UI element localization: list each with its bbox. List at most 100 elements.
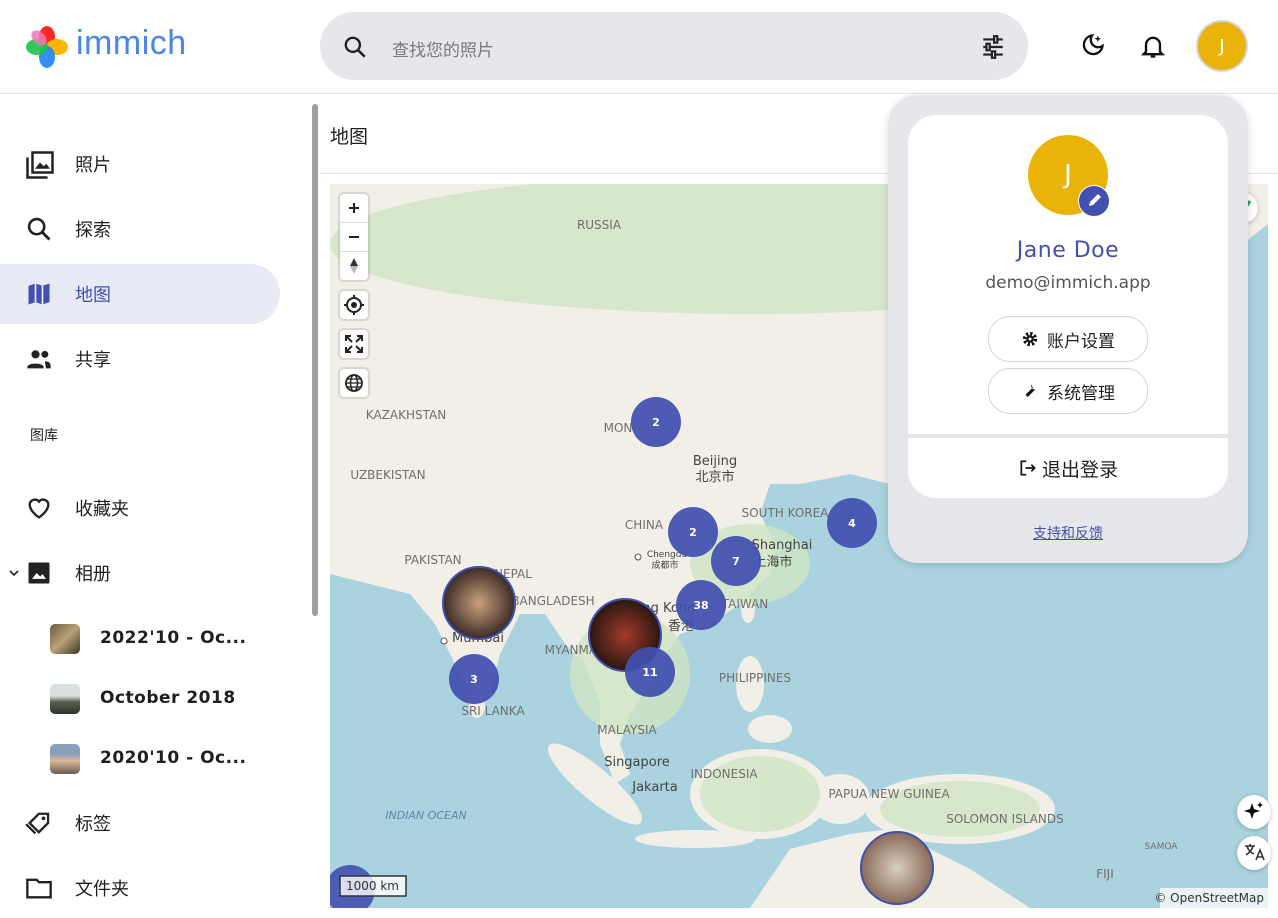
admin-settings[interactable]: 系统管理 bbox=[988, 368, 1148, 414]
scale-bar bbox=[339, 875, 407, 897]
city-dot bbox=[634, 553, 642, 561]
cluster-count: 11 bbox=[642, 666, 657, 679]
map-label: Shanghai bbox=[752, 538, 813, 553]
nav-label: 探索 bbox=[75, 220, 111, 241]
heart-icon bbox=[28, 498, 50, 519]
explore-icon bbox=[27, 217, 51, 241]
user-menu: J Jane Doe demo@immich.app 账户设置 系统管理 退出登… bbox=[888, 95, 1248, 563]
user-card: J Jane Doe demo@immich.app 账户设置 系统管理 退出登… bbox=[908, 115, 1228, 498]
theme-toggle[interactable] bbox=[1078, 32, 1106, 60]
scale-label: 1000 km bbox=[346, 879, 399, 893]
logo-icon bbox=[26, 26, 68, 68]
album-title: October 2018 bbox=[100, 688, 236, 708]
logout-button[interactable]: 退出登录 bbox=[908, 438, 1228, 498]
cluster-count: 38 bbox=[693, 599, 708, 612]
cluster-count: 2 bbox=[689, 526, 697, 539]
nav-tags[interactable]: 标签 bbox=[0, 793, 280, 853]
search-bar[interactable]: 查找您的照片 bbox=[320, 12, 1028, 80]
translate-button[interactable] bbox=[1237, 836, 1271, 870]
nav-explore[interactable]: 探索 bbox=[0, 199, 280, 259]
cluster-marker[interactable] bbox=[625, 647, 675, 697]
nav-map[interactable]: 地图 bbox=[0, 264, 280, 324]
cluster-marker[interactable] bbox=[631, 397, 681, 447]
cluster-marker[interactable] bbox=[668, 507, 718, 557]
fullscreen-button[interactable] bbox=[340, 330, 368, 358]
map-label: PAKISTAN bbox=[404, 553, 461, 567]
translate-icon bbox=[1245, 844, 1265, 861]
scrollbar[interactable] bbox=[312, 104, 318, 616]
album-icon bbox=[28, 562, 50, 584]
support-link[interactable]: 支持和反馈 bbox=[1033, 526, 1103, 542]
avatar-button[interactable]: J bbox=[1198, 22, 1246, 70]
filter-icon[interactable] bbox=[980, 34, 1006, 60]
edit-icon bbox=[1089, 194, 1101, 206]
map-label: Jakarta bbox=[631, 780, 677, 795]
photo-marker[interactable] bbox=[860, 831, 934, 905]
nav-favorites[interactable]: 收藏夹 bbox=[0, 478, 280, 538]
cluster-marker[interactable] bbox=[711, 536, 761, 586]
map-label: KAZAKHSTAN bbox=[366, 408, 446, 422]
attribution[interactable]: © OpenStreetMap bbox=[1154, 891, 1264, 905]
logout-label: 退出登录 bbox=[1041, 458, 1118, 481]
zoom-controls bbox=[340, 194, 368, 280]
map-label: SOUTH KOREA bbox=[742, 506, 830, 520]
map-label: MON bbox=[604, 421, 633, 435]
cluster-marker[interactable] bbox=[449, 654, 499, 704]
nav-label: 地图 bbox=[75, 285, 111, 306]
album-item[interactable]: 2022'10 - Oc... bbox=[0, 608, 280, 668]
cluster-count: 7 bbox=[732, 555, 740, 568]
map-label: PHILIPPINES bbox=[719, 671, 791, 685]
globe-button[interactable] bbox=[340, 369, 368, 397]
button-label: 账户设置 bbox=[1047, 331, 1115, 352]
fullscreen-icon bbox=[345, 335, 363, 353]
nav-folders[interactable]: 文件夹 bbox=[0, 858, 280, 918]
edit-avatar[interactable] bbox=[1078, 185, 1110, 217]
sharing-icon bbox=[27, 350, 51, 369]
notifications[interactable] bbox=[1139, 32, 1167, 60]
nav-photos[interactable]: 照片 bbox=[0, 134, 280, 194]
nav-label: 收藏夹 bbox=[75, 499, 129, 520]
cluster-marker[interactable] bbox=[676, 580, 726, 630]
cluster-marker[interactable] bbox=[827, 498, 877, 548]
nav-albums[interactable]: 相册 bbox=[0, 543, 280, 603]
map-label: SOLOMON ISLANDS bbox=[946, 812, 1064, 826]
chevron[interactable] bbox=[8, 567, 20, 579]
account-settings[interactable]: 账户设置 bbox=[988, 316, 1148, 362]
nav-label: 共享 bbox=[75, 350, 111, 371]
album-title: 2020'10 - Oc... bbox=[100, 748, 247, 768]
logo-text[interactable]: immich bbox=[76, 24, 187, 62]
wrench-icon bbox=[1025, 384, 1036, 397]
logout-icon bbox=[1020, 460, 1036, 476]
user-name: Jane Doe bbox=[1016, 238, 1120, 263]
locate-button[interactable] bbox=[340, 291, 368, 319]
album-thumb bbox=[50, 744, 80, 774]
album-thumb bbox=[50, 684, 80, 714]
folder-icon bbox=[26, 878, 52, 899]
map-label: SRI LANKA bbox=[461, 704, 525, 718]
clusters: 2 2 7 38 4 3 11 bbox=[330, 397, 934, 908]
page-title: 地图 bbox=[330, 126, 369, 148]
nav-sharing[interactable]: 共享 bbox=[0, 329, 280, 389]
gear-icon bbox=[1022, 331, 1038, 347]
map-label: INDONESIA bbox=[690, 767, 758, 781]
map-label: TAIWAN bbox=[721, 597, 769, 611]
photo-marker[interactable] bbox=[442, 566, 516, 640]
album-thumb bbox=[50, 624, 80, 654]
album-item[interactable]: October 2018 bbox=[0, 668, 280, 728]
map-label: FIJI bbox=[1096, 867, 1114, 881]
map-label: Beijing bbox=[693, 454, 737, 469]
album-item[interactable]: 2020'10 - Oc... bbox=[0, 728, 280, 788]
section-title: 图库 bbox=[30, 428, 58, 444]
button-label: 系统管理 bbox=[1047, 383, 1115, 404]
cluster-count: 2 bbox=[652, 416, 660, 429]
map-label: RUSSIA bbox=[577, 218, 622, 232]
map-label: MALAYSIA bbox=[597, 723, 657, 737]
map-icon bbox=[28, 283, 50, 305]
user-email: demo@immich.app bbox=[985, 273, 1151, 293]
attribution-bg bbox=[1160, 888, 1268, 908]
map-label: INDIAN OCEAN bbox=[385, 809, 466, 822]
ai-button[interactable] bbox=[1237, 795, 1271, 829]
